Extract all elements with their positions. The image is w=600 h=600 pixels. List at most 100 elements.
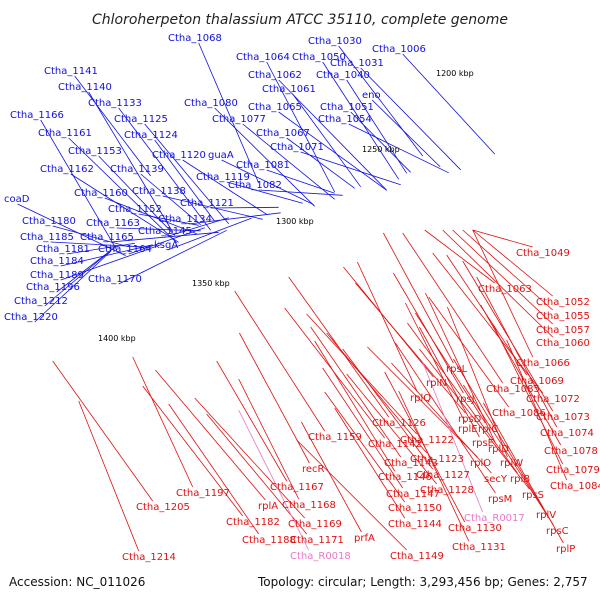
leader-line bbox=[142, 385, 244, 517]
leader-line bbox=[472, 229, 553, 297]
gene-label: rplA bbox=[258, 501, 278, 512]
leader-line bbox=[476, 276, 558, 428]
gene-label: Ctha_1074 bbox=[540, 428, 594, 439]
gene-label: Ctha_1149 bbox=[390, 551, 444, 562]
leader-line bbox=[34, 251, 111, 323]
leader-line bbox=[452, 229, 553, 325]
leader-line bbox=[402, 232, 504, 384]
leader-line bbox=[314, 340, 396, 472]
leader-line bbox=[480, 304, 562, 446]
scale-tick-label: 1300 kbp bbox=[276, 217, 314, 226]
leader-line bbox=[221, 159, 314, 205]
gene-label: Ctha_1162 bbox=[40, 164, 94, 175]
leader-line bbox=[17, 203, 126, 256]
gene-label: Ctha_1031 bbox=[330, 58, 384, 69]
gene-label: Ctha_1133 bbox=[88, 98, 142, 109]
leader-line bbox=[296, 439, 407, 551]
leader-line bbox=[88, 91, 174, 233]
leader-line bbox=[168, 217, 229, 237]
gene-label: Ctha_1082 bbox=[228, 180, 282, 191]
gene-label: Ctha_1086 bbox=[492, 408, 546, 419]
leader-line bbox=[138, 213, 199, 226]
gene-label: Ctha_1160 bbox=[74, 188, 128, 199]
leader-line bbox=[66, 242, 135, 255]
accession-text: Accession: NC_011026 bbox=[9, 575, 146, 589]
leader-line bbox=[210, 206, 279, 209]
leader-line bbox=[216, 360, 288, 482]
leader-line bbox=[52, 360, 154, 502]
gene-label: Ctha_1119 bbox=[196, 172, 250, 183]
gene-label: rpsC bbox=[546, 526, 569, 537]
genome-summary-text: Topology: circular; Length: 3,293,456 bp… bbox=[258, 575, 588, 589]
leader-line bbox=[98, 155, 175, 236]
gene-label: Ctha_1127 bbox=[416, 470, 470, 481]
gene-label: Ctha_1134 bbox=[158, 214, 212, 225]
leader-line bbox=[506, 339, 568, 481]
gene-label: rplO bbox=[470, 458, 491, 469]
leader-line bbox=[398, 390, 470, 542]
gene-label: Ctha_1161 bbox=[38, 128, 92, 139]
leader-line bbox=[154, 139, 216, 222]
gene-label: Ctha_1181 bbox=[36, 244, 90, 255]
gene-label: Ctha_1121 bbox=[180, 198, 234, 209]
gene-label: Ctha_1182 bbox=[226, 517, 280, 528]
gene-label: Ctha_1055 bbox=[536, 311, 590, 322]
gene-label: Ctha_1071 bbox=[270, 142, 324, 153]
gene-label: ksgA bbox=[154, 240, 178, 251]
leader-line bbox=[286, 137, 355, 189]
gene-label: Ctha_1054 bbox=[318, 114, 372, 125]
scale-tick-label: 1250 kbp bbox=[362, 145, 400, 154]
leader-line bbox=[214, 107, 315, 207]
leader-line bbox=[342, 348, 434, 470]
leader-line bbox=[226, 181, 303, 204]
gene-label: Ctha_1050 bbox=[292, 52, 346, 63]
leader-line bbox=[238, 409, 309, 551]
leader-line bbox=[50, 241, 151, 248]
leader-line bbox=[266, 169, 335, 194]
leader-line bbox=[44, 248, 113, 307]
gene-label: guaA bbox=[208, 150, 234, 161]
gene-label: Ctha_1124 bbox=[124, 130, 178, 141]
leader-line bbox=[391, 362, 492, 474]
gene-label: Ctha_1164 bbox=[98, 244, 152, 255]
leader-line bbox=[70, 173, 179, 243]
leader-line bbox=[301, 421, 362, 533]
map-title: Chloroherpeton thalassium ATCC 35110, co… bbox=[92, 12, 508, 28]
leader-line bbox=[463, 384, 554, 526]
leader-line bbox=[238, 378, 300, 500]
gene-label: prfA bbox=[354, 533, 375, 544]
leader-line bbox=[242, 123, 335, 200]
leader-line bbox=[167, 217, 252, 251]
gene-label: Ctha_1085 bbox=[486, 384, 540, 395]
leader-line bbox=[258, 189, 343, 196]
leader-line bbox=[292, 93, 362, 188]
leader-line bbox=[383, 232, 454, 364]
leader-line bbox=[182, 159, 267, 215]
leader-line bbox=[144, 123, 230, 225]
gene-label: Ctha_1052 bbox=[536, 297, 590, 308]
gene-label: Ctha_1065 bbox=[248, 102, 302, 113]
gene-label: Ctha_1167 bbox=[270, 482, 324, 493]
gene-label: Ctha_1081 bbox=[236, 160, 290, 171]
leader-line bbox=[334, 407, 406, 519]
gene-label: Ctha_1067 bbox=[256, 128, 310, 139]
leader-line bbox=[326, 332, 428, 454]
gene-label: coaD bbox=[4, 194, 30, 205]
leader-line bbox=[322, 367, 404, 489]
leader-line bbox=[188, 212, 281, 225]
gene-label: Ctha_1152 bbox=[108, 204, 162, 215]
gene-label: Ctha_1147 bbox=[386, 489, 440, 500]
gene-label: Ctha_1188 bbox=[242, 535, 296, 546]
gene-label: recR bbox=[302, 464, 325, 475]
gene-label: Ctha_R0018 bbox=[290, 551, 351, 562]
leader-line bbox=[419, 348, 530, 490]
gene-label: Ctha_1062 bbox=[248, 70, 302, 81]
leader-line bbox=[405, 302, 466, 424]
leader-line bbox=[350, 111, 411, 173]
label-leader-lines bbox=[17, 42, 568, 552]
gene-label: Ctha_1139 bbox=[110, 164, 164, 175]
leader-line bbox=[402, 53, 495, 155]
leader-line bbox=[472, 229, 534, 358]
gene-label: Ctha_1170 bbox=[88, 274, 142, 285]
